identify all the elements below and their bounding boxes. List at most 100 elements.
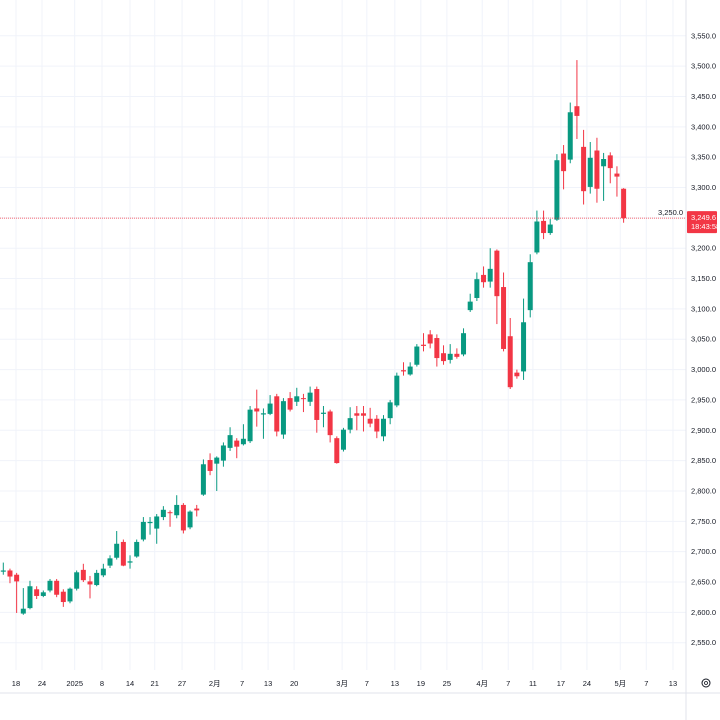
candle-down: [594, 137, 600, 203]
y-tick-label: 2,600.0: [691, 608, 716, 617]
candle-body: [47, 580, 53, 591]
candle-body: [220, 445, 226, 461]
candle-down: [501, 272, 507, 352]
candle-body: [360, 413, 366, 416]
candle-down: [314, 386, 320, 433]
candle-body: [87, 581, 93, 585]
candle-body: [100, 568, 106, 576]
candle-down: [367, 407, 373, 428]
price-axis[interactable]: 2,550.0 2,600.0 2,650.0 2,700.0 2,750.0 2,800…: [658, 31, 716, 647]
candle-down: [434, 334, 440, 367]
candle-body: [300, 398, 306, 400]
x-tick-label: 14: [126, 679, 134, 688]
candle-up: [487, 248, 493, 288]
bar-countdown: 18:43:58: [691, 222, 720, 231]
y-tick-label: 3,550.0: [691, 31, 716, 40]
candle-up: [214, 456, 220, 491]
candle-body: [521, 322, 527, 372]
candle-up: [461, 328, 467, 357]
candle-body: [621, 188, 627, 219]
candle-up: [280, 398, 286, 439]
candle-up: [114, 531, 120, 560]
candle-body: [421, 344, 427, 346]
x-tick-label: 2月: [209, 679, 221, 688]
candle-up: [547, 219, 553, 235]
candle-up: [347, 407, 353, 434]
candle-up: [467, 293, 473, 312]
x-tick-label: 11: [529, 679, 537, 688]
candle-body: [40, 592, 46, 596]
candle-down: [120, 539, 126, 567]
candle-body: [307, 392, 313, 402]
candle-body: [367, 418, 373, 424]
candle-up: [240, 424, 246, 446]
candle-down: [481, 266, 487, 288]
candle-body: [380, 418, 386, 437]
y-tick-label: 3,050.0: [691, 335, 716, 344]
candle-body: [254, 408, 260, 412]
candle-down: [581, 129, 587, 205]
y-tick-label: 3,400.0: [691, 122, 716, 131]
candle-down: [80, 563, 86, 583]
candle-body: [601, 159, 607, 167]
candle-body: [467, 301, 473, 311]
candle-body: [587, 157, 593, 187]
y-tick-label: 2,700.0: [691, 547, 716, 556]
candle-body: [447, 353, 453, 360]
candle-body: [614, 173, 620, 177]
candle-body: [234, 440, 240, 447]
candle-up: [154, 514, 160, 544]
candle-down: [494, 249, 500, 325]
candle-body: [547, 224, 553, 234]
candle-up: [20, 588, 26, 615]
candle-up: [0, 562, 6, 575]
x-tick-label: 3月: [336, 679, 348, 688]
candle-down: [607, 152, 613, 184]
candle-down: [194, 504, 200, 517]
x-tick-label: 27: [178, 679, 186, 688]
candle-body: [60, 591, 66, 603]
candle-down: [561, 145, 567, 190]
candle-up: [227, 427, 233, 451]
candle-body: [454, 353, 460, 357]
x-tick-label: 25: [443, 679, 451, 688]
y-tick-label: 3,450.0: [691, 92, 716, 101]
candle-up: [320, 406, 326, 428]
candle-up: [100, 563, 106, 578]
candle-body: [434, 338, 440, 359]
candle-up: [447, 344, 453, 364]
x-tick-label: 13: [391, 679, 399, 688]
candle-body: [14, 574, 20, 582]
candle-up: [601, 152, 607, 201]
y-tick-label: 2,850.0: [691, 456, 716, 465]
x-tick-label: 2025: [66, 679, 83, 688]
y-tick-label: 3,300.0: [691, 183, 716, 192]
candle-down: [274, 393, 280, 437]
candle-body: [334, 438, 340, 464]
candle-body: [534, 221, 540, 253]
settings-gear-icon[interactable]: [701, 678, 711, 688]
y-tick-label: 3,100.0: [691, 304, 716, 313]
current-price-label: 3,249.6 18:43:58: [687, 211, 720, 234]
candle-up: [160, 506, 166, 521]
candle-body: [107, 558, 113, 566]
candle-body: [67, 588, 73, 602]
y-tick-label: 2,650.0: [691, 578, 716, 587]
candle-body: [74, 572, 80, 589]
candle-up: [394, 372, 400, 408]
x-tick-label: 4月: [476, 679, 488, 688]
time-axis[interactable]: 18 24 2025 8 14 21 27 2月 7 13 20 3月 7 13 19 25 4月 7 11 17 24…: [12, 679, 677, 688]
candle-down: [87, 575, 93, 599]
x-tick-label: 7: [365, 679, 369, 688]
candle-up: [94, 569, 100, 587]
candle-down: [7, 568, 13, 584]
candle-down: [514, 369, 520, 379]
candle-body: [394, 375, 400, 406]
candle-down: [541, 210, 547, 240]
candle-up: [140, 517, 146, 542]
candle-up: [127, 555, 133, 569]
candle-down: [327, 409, 333, 443]
candle-body: [427, 334, 433, 344]
candle-body: [574, 106, 580, 116]
